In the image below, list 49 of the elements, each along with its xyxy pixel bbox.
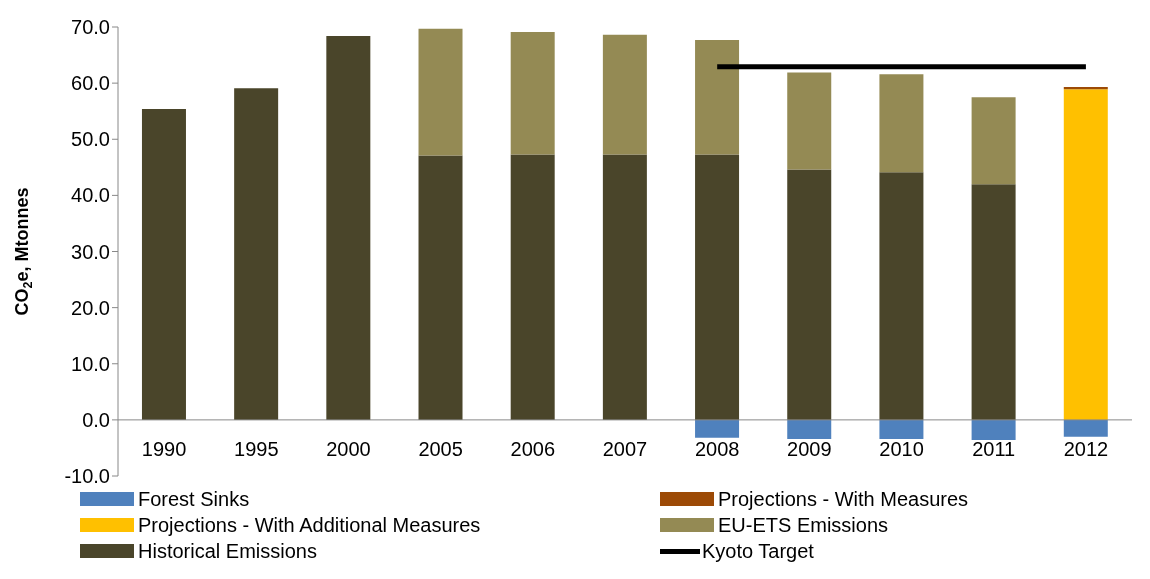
legend-label: Projections - With Additional Measures bbox=[138, 513, 481, 537]
y-tick-label: 30.0 bbox=[71, 240, 110, 263]
bar bbox=[234, 88, 279, 420]
legend-label: EU-ETS Emissions bbox=[718, 513, 889, 537]
bar bbox=[971, 97, 1016, 185]
x-tick-label: 2012 bbox=[1063, 437, 1109, 460]
bar bbox=[971, 184, 1016, 420]
y-tick-label: 40.0 bbox=[71, 184, 110, 207]
bar bbox=[971, 419, 1016, 441]
y-tick-label: 70.0 bbox=[71, 16, 110, 39]
bar bbox=[787, 72, 832, 170]
bar bbox=[879, 74, 924, 173]
bar bbox=[879, 172, 924, 420]
x-tick-label: 1995 bbox=[234, 437, 279, 460]
x-tick-label: 2007 bbox=[602, 437, 648, 460]
y-tick-label: 0.0 bbox=[82, 408, 110, 431]
x-tick-label: 2011 bbox=[972, 437, 1016, 460]
y-tick-label: 10.0 bbox=[71, 352, 110, 375]
legend-label: Historical Emissions bbox=[138, 539, 317, 563]
legend-label: Projections - With Measures bbox=[718, 487, 969, 511]
x-tick-label: 2000 bbox=[326, 437, 371, 460]
bar bbox=[787, 419, 832, 439]
bar bbox=[141, 108, 186, 420]
y-tick-label: -10.0 bbox=[64, 465, 110, 488]
bar bbox=[510, 32, 555, 155]
bar bbox=[695, 419, 740, 438]
x-tick-label: 2008 bbox=[694, 437, 740, 460]
x-tick-label: 2010 bbox=[879, 437, 924, 460]
legend-label: Kyoto Target bbox=[702, 539, 814, 563]
bar bbox=[602, 154, 647, 420]
legend-label: Forest Sinks bbox=[138, 487, 250, 511]
y-tick-label: 50.0 bbox=[71, 128, 110, 151]
x-tick-label: 1990 bbox=[141, 437, 187, 460]
x-tick-label: 2006 bbox=[510, 437, 556, 460]
bar bbox=[1063, 419, 1108, 437]
bar bbox=[1063, 89, 1108, 420]
x-tick-label: 2009 bbox=[787, 437, 832, 460]
bar bbox=[602, 34, 647, 155]
bar bbox=[510, 154, 555, 420]
bar bbox=[326, 35, 371, 420]
bar bbox=[418, 28, 463, 156]
x-tick-label: 2005 bbox=[418, 437, 463, 460]
bar bbox=[879, 419, 924, 439]
bar bbox=[787, 169, 832, 420]
y-tick-label: 60.0 bbox=[71, 72, 110, 95]
bar bbox=[418, 155, 463, 420]
bar bbox=[695, 39, 740, 155]
y-tick-label: 20.0 bbox=[71, 296, 110, 319]
bar bbox=[695, 154, 740, 420]
